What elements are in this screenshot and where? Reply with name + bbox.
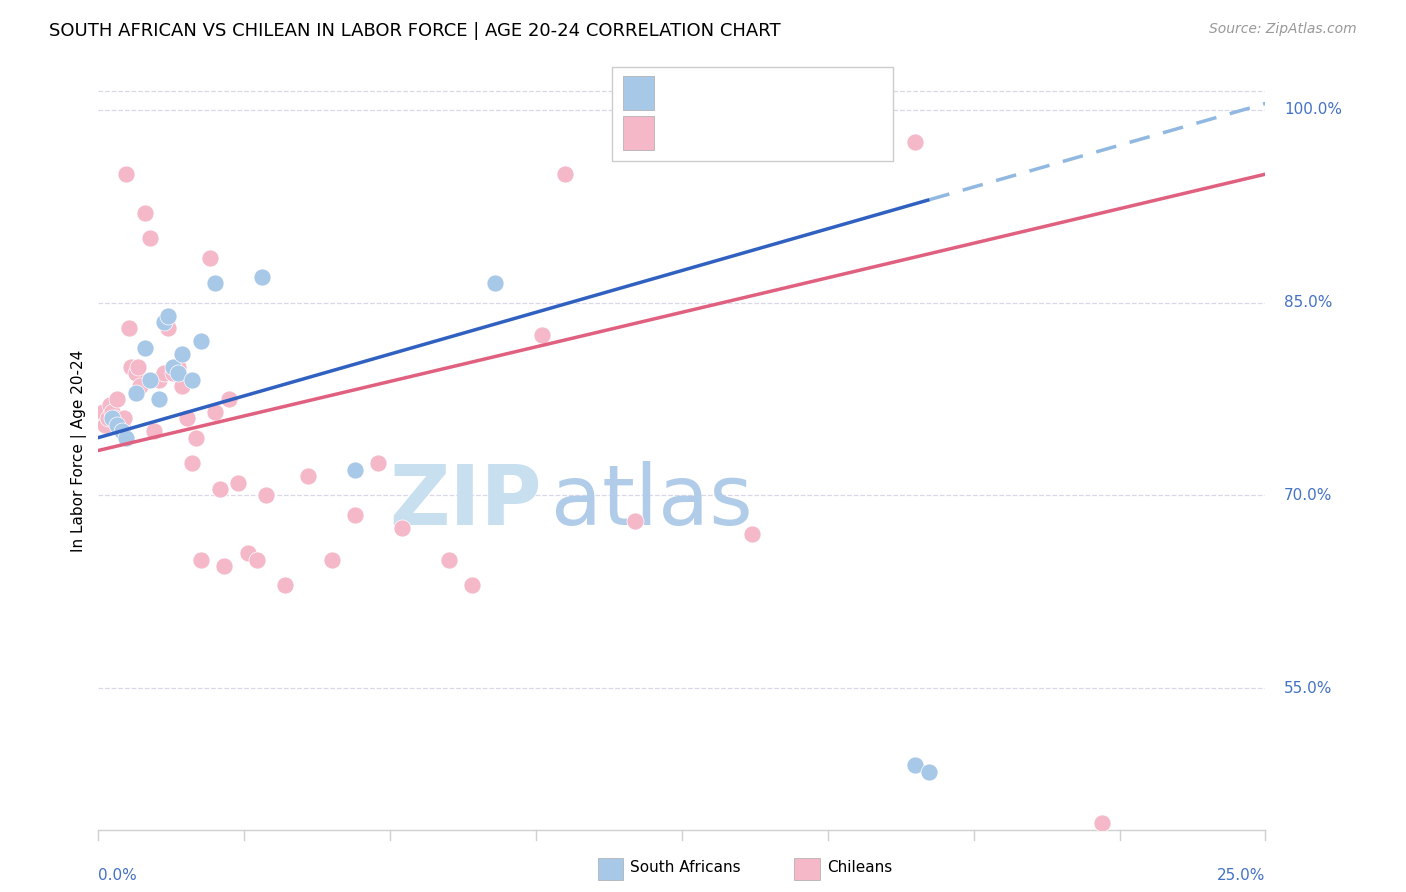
Point: [148, 373, 170, 387]
Point: [250, 270, 273, 285]
Point: [97, 411, 120, 425]
Point: [105, 392, 128, 406]
Point: [111, 417, 134, 432]
Point: [120, 359, 142, 374]
Point: [180, 373, 202, 387]
Point: [105, 417, 128, 432]
Text: South Africans: South Africans: [630, 861, 741, 875]
Point: [139, 373, 162, 387]
Text: 0.0%: 0.0%: [98, 868, 138, 883]
Point: [741, 527, 763, 541]
Point: [162, 359, 184, 374]
Point: [152, 315, 174, 329]
Point: [186, 431, 208, 445]
Point: [134, 205, 156, 219]
Point: [176, 411, 198, 425]
Point: [204, 405, 226, 419]
Point: [143, 424, 166, 438]
Text: ZIP: ZIP: [389, 461, 541, 542]
Point: [162, 367, 184, 381]
Point: [98, 399, 121, 413]
Point: [94, 417, 117, 432]
Point: [127, 359, 149, 374]
Text: 55.0%: 55.0%: [1284, 681, 1333, 696]
Point: [918, 764, 941, 779]
Point: [129, 379, 152, 393]
Text: Chileans: Chileans: [827, 861, 891, 875]
Text: R = 0.239   N = 51: R = 0.239 N = 51: [662, 119, 832, 136]
Text: R = 0.301   N = 21: R = 0.301 N = 21: [662, 83, 832, 101]
Point: [391, 520, 413, 534]
Text: 100.0%: 100.0%: [1284, 103, 1343, 118]
Text: SOUTH AFRICAN VS CHILEAN IN LABOR FORCE | AGE 20-24 CORRELATION CHART: SOUTH AFRICAN VS CHILEAN IN LABOR FORCE …: [49, 22, 780, 40]
Point: [180, 456, 202, 470]
Point: [200, 251, 222, 265]
Point: [204, 277, 226, 291]
Text: Source: ZipAtlas.com: Source: ZipAtlas.com: [1209, 22, 1357, 37]
Text: 85.0%: 85.0%: [1284, 295, 1333, 310]
Point: [112, 411, 135, 425]
Point: [148, 392, 170, 406]
Point: [152, 367, 174, 381]
Point: [172, 347, 194, 361]
Point: [118, 321, 141, 335]
Point: [157, 321, 180, 335]
Y-axis label: In Labor Force | Age 20-24: In Labor Force | Age 20-24: [72, 350, 87, 551]
Point: [166, 359, 188, 374]
Point: [190, 552, 212, 566]
Point: [344, 508, 367, 522]
Point: [172, 379, 194, 393]
Point: [246, 552, 269, 566]
Text: 70.0%: 70.0%: [1284, 488, 1333, 503]
Point: [218, 392, 240, 406]
Point: [91, 405, 114, 419]
Point: [111, 424, 134, 438]
Point: [904, 135, 927, 149]
Point: [115, 431, 138, 445]
Point: [214, 559, 236, 574]
Point: [530, 327, 553, 342]
Point: [134, 341, 156, 355]
Point: [125, 367, 148, 381]
Point: [166, 367, 188, 381]
Point: [367, 456, 389, 470]
Point: [1091, 816, 1114, 830]
Point: [904, 758, 927, 772]
Point: [104, 411, 127, 425]
Point: [190, 334, 212, 349]
Point: [484, 277, 506, 291]
Text: atlas: atlas: [551, 461, 754, 542]
Point: [344, 463, 367, 477]
Point: [274, 578, 297, 592]
Point: [139, 231, 162, 245]
Point: [236, 546, 259, 560]
Point: [256, 488, 278, 502]
Point: [208, 482, 231, 496]
Point: [461, 578, 484, 592]
Point: [228, 475, 250, 490]
Point: [101, 411, 124, 425]
Point: [115, 167, 138, 181]
Point: [101, 405, 124, 419]
Text: 25.0%: 25.0%: [1218, 868, 1265, 883]
Point: [157, 309, 180, 323]
Point: [321, 552, 343, 566]
Point: [437, 552, 460, 566]
Point: [624, 514, 647, 528]
Point: [125, 385, 148, 400]
Point: [554, 167, 576, 181]
Point: [297, 469, 319, 483]
